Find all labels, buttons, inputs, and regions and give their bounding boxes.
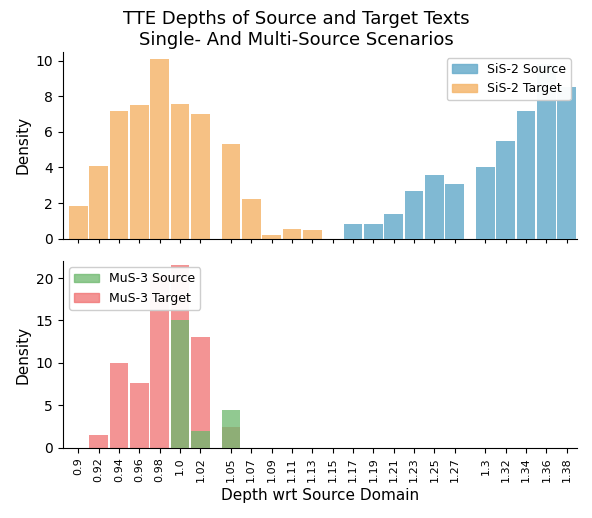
- Bar: [445, 184, 464, 239]
- Bar: [130, 105, 149, 239]
- Bar: [191, 337, 210, 448]
- Y-axis label: Density: Density: [15, 325, 30, 383]
- Bar: [221, 145, 240, 239]
- Bar: [496, 141, 515, 239]
- Bar: [170, 321, 189, 448]
- Bar: [364, 224, 383, 239]
- Bar: [405, 191, 423, 239]
- Bar: [537, 64, 556, 239]
- Bar: [517, 111, 536, 239]
- Bar: [191, 114, 210, 239]
- Legend: SiS-2 Source, SiS-2 Target: SiS-2 Source, SiS-2 Target: [447, 58, 571, 100]
- Bar: [344, 224, 362, 239]
- X-axis label: Depth wrt Source Domain: Depth wrt Source Domain: [221, 488, 419, 503]
- Legend: MuS-3 Source, MuS-3 Target: MuS-3 Source, MuS-3 Target: [69, 267, 200, 310]
- Bar: [110, 111, 128, 239]
- Bar: [262, 235, 281, 239]
- Bar: [110, 363, 128, 448]
- Bar: [89, 435, 108, 448]
- Bar: [89, 166, 108, 239]
- Bar: [191, 431, 210, 448]
- Bar: [221, 427, 240, 448]
- Bar: [303, 229, 321, 239]
- Bar: [170, 265, 189, 448]
- Bar: [150, 276, 169, 448]
- Y-axis label: Density: Density: [15, 116, 30, 174]
- Bar: [384, 214, 403, 239]
- Bar: [170, 104, 189, 239]
- Bar: [558, 88, 576, 239]
- Bar: [221, 410, 240, 448]
- Bar: [69, 206, 88, 239]
- Bar: [130, 383, 149, 448]
- Bar: [242, 198, 260, 239]
- Bar: [150, 59, 169, 239]
- Text: TTE Depths of Source and Target Texts
Single- And Multi-Source Scenarios: TTE Depths of Source and Target Texts Si…: [123, 10, 469, 49]
- Bar: [425, 176, 444, 239]
- Bar: [282, 229, 301, 239]
- Bar: [476, 167, 495, 239]
